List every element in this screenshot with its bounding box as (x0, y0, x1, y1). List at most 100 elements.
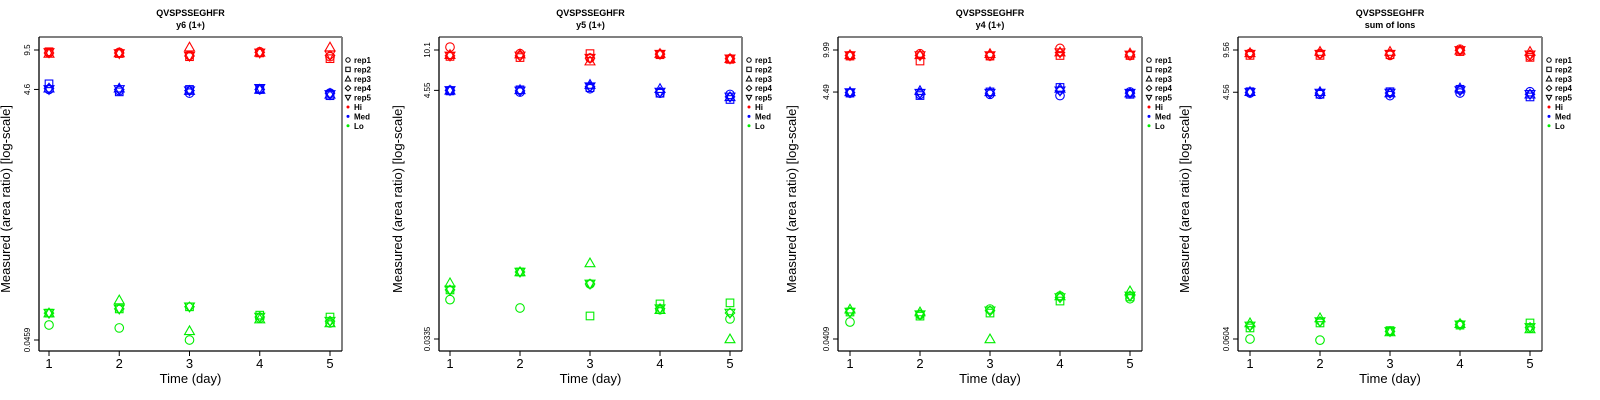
legend-dot-hi-icon (747, 105, 751, 109)
data-point-hi-rep5 (1314, 49, 1326, 61)
data-point-med-rep5 (1124, 88, 1136, 100)
data-point-med-rep5 (844, 88, 856, 99)
data-point-hi-rep3 (253, 46, 266, 57)
data-point-med-rep3 (444, 84, 456, 95)
y-tick-label: 10.1 (423, 42, 432, 58)
legend-marker-diamond-icon (344, 84, 352, 92)
data-point-med-rep3 (1244, 85, 1256, 97)
data-point-hi-rep5 (1524, 50, 1536, 61)
chart-title: QVSPSSEGHFR (556, 8, 625, 18)
data-point-lo-rep2 (985, 308, 995, 318)
legend-label-hi: Hi (755, 103, 763, 112)
data-point-med-rep3 (43, 82, 55, 93)
data-point-lo-rep3 (43, 307, 55, 318)
y-tick-label: 4.56 (1222, 84, 1231, 100)
legend-marker-square-icon (345, 66, 351, 73)
data-point-hi-rep5 (183, 51, 196, 63)
y-tick-label: 0.0409 (822, 326, 831, 351)
x-tick-label: 5 (726, 356, 733, 371)
y-axis-label: Measured (area ratio) [log-scale] (0, 105, 13, 293)
legend-label-rep3: rep3 (755, 75, 772, 84)
data-point-lo-rep5 (183, 302, 196, 313)
x-tick-label: 2 (1316, 356, 1323, 371)
y-axis-label: Measured (area ratio) [log-scale] (390, 105, 405, 293)
data-point-med-rep5 (113, 85, 126, 96)
data-point-hi-rep5 (43, 48, 55, 59)
legend-dot-lo-icon (1147, 124, 1151, 128)
data-point-hi-rep3 (1384, 45, 1396, 56)
chart-title: QVSPSSEGHFR (1356, 8, 1425, 18)
x-tick-label: 3 (986, 356, 993, 371)
scatter-panel-1: QVSPSSEGHFR y6 (1+) 9.5 4.6 0.0459 1 2 3 4 5 Time … (0, 8, 371, 386)
data-point-lo-rep2 (1525, 318, 1535, 328)
triangle-up-icon (1145, 75, 1153, 82)
x-axis-label: Time (day) (560, 371, 622, 386)
data-point-hi-rep5 (1054, 48, 1066, 59)
legend-label-rep2: rep2 (354, 65, 371, 74)
data-point-lo-rep1 (515, 303, 525, 313)
legend-label-rep5: rep5 (1555, 94, 1572, 103)
y-tick-label: 4.6 (23, 83, 32, 95)
y-tick-label: 4.55 (423, 82, 432, 98)
legend-dot-lo-icon (346, 124, 350, 128)
data-point-lo-rep5 (914, 310, 926, 321)
legend-marker-triangle-up-icon (1145, 75, 1153, 82)
data-point-hi-rep2 (325, 54, 335, 64)
x-tick-label: 4 (256, 356, 263, 371)
data-point-lo-rep3 (724, 332, 736, 344)
legend-label-hi: Hi (1555, 103, 1563, 112)
y-axis-label: Measured (area ratio) [log-scale] (1177, 105, 1192, 293)
data-point-hi-rep5 (654, 49, 666, 61)
legend-label-med: Med (354, 112, 370, 121)
legend-label-rep4: rep4 (354, 84, 371, 93)
legend-label-rep2: rep2 (1555, 65, 1572, 74)
data-point-lo-rep5 (444, 285, 456, 296)
data-point-med-rep5 (584, 82, 596, 93)
data-point-hi-rep5 (113, 49, 126, 60)
chart-subtitle: sum of Ions (1365, 20, 1416, 30)
data-point-hi-rep5 (1454, 46, 1466, 57)
y-tick-label: 9.99 (822, 42, 831, 58)
legend-marker-diamond-icon (745, 84, 753, 92)
data-point-hi-rep3 (1454, 44, 1466, 55)
data-point-hi-rep3 (724, 52, 736, 63)
data-point-lo-rep5 (1384, 327, 1396, 338)
legend-marker-triangle-down-icon (1145, 94, 1153, 102)
triangle-down-icon (745, 94, 753, 102)
data-point-lo-rep5 (1124, 291, 1136, 302)
triangle-down-icon (344, 94, 352, 102)
x-tick-label: 4 (656, 356, 663, 371)
chart-subtitle: y5 (1+) (576, 20, 605, 30)
x-tick-label: 1 (446, 356, 453, 371)
x-axis-label: Time (day) (1359, 371, 1421, 386)
diamond-icon (344, 84, 352, 92)
data-point-lo-rep5 (253, 312, 266, 324)
legend-label-rep3: rep3 (1555, 75, 1572, 84)
legend-label-lo: Lo (1555, 122, 1565, 131)
data-point-med-rep5 (1244, 88, 1256, 99)
data-point-med-rep5 (1314, 88, 1326, 100)
data-point-lo-rep3 (113, 294, 126, 305)
chart-title: QVSPSSEGHFR (956, 8, 1025, 18)
legend-label-rep4: rep4 (755, 84, 772, 93)
x-tick-label: 4 (1456, 356, 1463, 371)
data-point-lo-rep5 (1454, 320, 1466, 331)
circle-icon (746, 57, 752, 63)
x-tick-label: 3 (1386, 356, 1393, 371)
data-point-med-rep5 (654, 87, 666, 99)
data-point-hi-rep2 (1525, 53, 1535, 62)
data-point-med-rep5 (1054, 86, 1066, 97)
triangle-up-icon (1545, 75, 1553, 82)
legend-label-rep4: rep4 (1555, 84, 1572, 93)
data-point-hi-rep5 (253, 48, 266, 59)
data-point-med-rep5 (444, 86, 456, 97)
data-point-med-rep5 (984, 88, 996, 100)
data-point-hi-rep5 (514, 51, 526, 62)
chart-subtitle: y6 (1+) (176, 20, 205, 30)
data-point-med-rep5 (324, 90, 336, 101)
legend-label-rep3: rep3 (354, 75, 371, 84)
x-tick-label: 2 (916, 356, 923, 371)
x-tick-label: 5 (326, 356, 333, 371)
legend-marker-circle-icon (345, 57, 351, 63)
